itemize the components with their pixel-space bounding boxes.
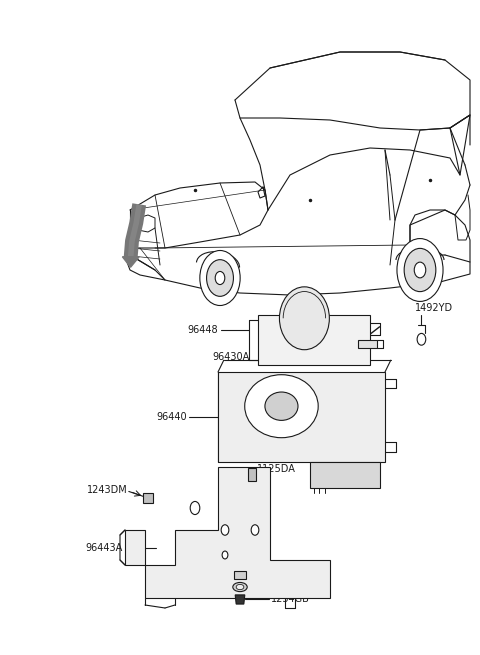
Bar (218, 372, 385, 462)
Text: 1234GB: 1234GB (271, 595, 310, 605)
Circle shape (222, 551, 228, 559)
Ellipse shape (233, 582, 247, 591)
Text: 96423: 96423 (271, 582, 302, 592)
Polygon shape (125, 467, 330, 598)
Bar (310, 462, 380, 488)
Circle shape (404, 248, 436, 291)
Circle shape (206, 259, 233, 296)
Circle shape (397, 238, 443, 301)
Circle shape (251, 525, 259, 535)
Polygon shape (235, 595, 245, 604)
Ellipse shape (245, 375, 318, 438)
Circle shape (221, 525, 229, 535)
Text: 1125DA: 1125DA (257, 464, 296, 474)
Circle shape (190, 502, 200, 515)
Circle shape (414, 262, 426, 278)
Text: 96448: 96448 (188, 325, 218, 335)
Text: 96424: 96424 (271, 571, 302, 580)
Polygon shape (122, 257, 139, 267)
Bar (248, 468, 256, 481)
Circle shape (215, 271, 225, 284)
Bar (143, 493, 153, 503)
Bar (358, 340, 377, 348)
Text: 96443A: 96443A (85, 543, 122, 553)
Bar (234, 571, 246, 579)
Ellipse shape (279, 287, 329, 350)
Bar (258, 315, 370, 365)
Ellipse shape (265, 392, 298, 421)
Text: 96440: 96440 (156, 412, 187, 422)
Text: 1492YD: 1492YD (415, 303, 453, 313)
Text: 1243DM: 1243DM (87, 485, 128, 495)
Ellipse shape (236, 584, 244, 590)
Circle shape (200, 250, 240, 305)
Text: 96430A: 96430A (212, 352, 250, 362)
Circle shape (417, 333, 426, 345)
